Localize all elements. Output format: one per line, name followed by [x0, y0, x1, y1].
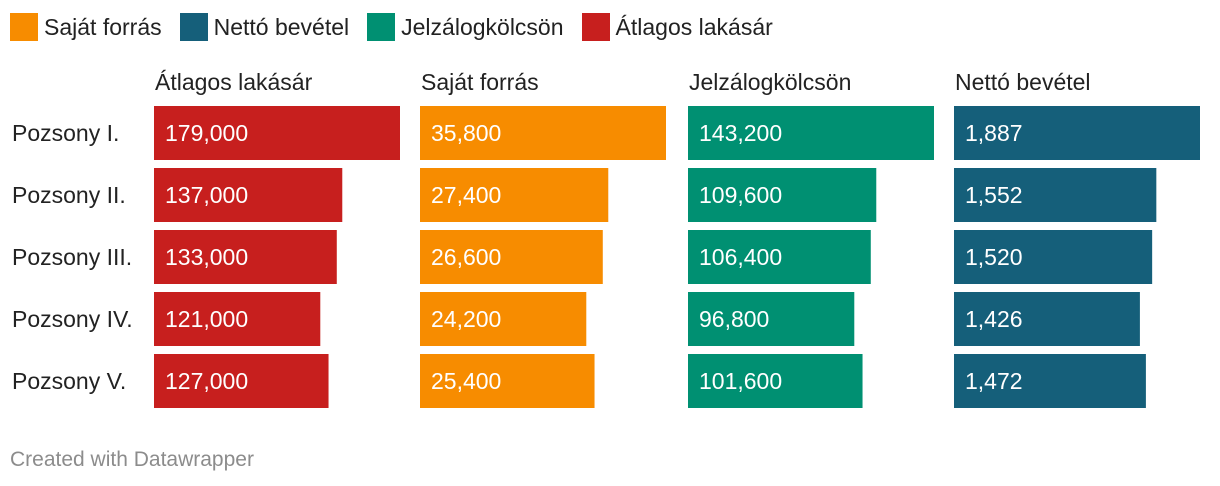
bar-value-label: 143,200: [699, 120, 782, 146]
bar: [420, 106, 666, 160]
bar-value-label: 26,600: [431, 244, 501, 270]
bar: [688, 106, 934, 160]
category-label: Pozsony II.: [12, 182, 126, 208]
legend-item: Átlagos lakásár: [581, 13, 773, 41]
legend-swatch: [367, 13, 396, 41]
panel-title: Saját forrás: [421, 69, 539, 95]
bar-value-label: 1,552: [965, 182, 1023, 208]
category-label: Pozsony V.: [12, 368, 126, 394]
bar-value-label: 101,600: [699, 368, 782, 394]
bar-value-label: 25,400: [431, 368, 501, 394]
bar: [954, 230, 1153, 284]
panel-title: Jelzálogkölcsön: [689, 69, 851, 95]
legend-label: Nettó bevétel: [213, 13, 350, 40]
bar-value-label: 106,400: [699, 244, 782, 270]
category-label: Pozsony III.: [12, 244, 132, 270]
bar: [688, 168, 877, 222]
bar: [954, 292, 1140, 346]
bar: [420, 292, 587, 346]
bar-value-label: 137,000: [165, 182, 248, 208]
bar: [154, 106, 400, 160]
bar: [954, 354, 1146, 408]
panel-title: Átlagos lakásár: [155, 69, 313, 95]
bar: [420, 168, 609, 222]
bar: [154, 168, 343, 222]
bar-value-label: 127,000: [165, 368, 248, 394]
bar-value-label: 109,600: [699, 182, 782, 208]
bar-value-label: 133,000: [165, 244, 248, 270]
bar: [420, 230, 603, 284]
legend-label: Saját forrás: [44, 13, 162, 40]
bar-value-label: 96,800: [699, 306, 769, 332]
bar: [154, 230, 337, 284]
legend-label: Jelzálogkölcsön: [401, 13, 564, 40]
legend-swatch: [179, 13, 208, 41]
legend-swatch: [581, 13, 610, 41]
bar-value-label: 35,800: [431, 120, 501, 146]
bar: [688, 354, 863, 408]
bar-value-label: 121,000: [165, 306, 248, 332]
bar-value-label: 1,520: [965, 244, 1023, 270]
bar: [688, 230, 871, 284]
chart-legend: Saját forrás Nettó bevétel Jelzálogkölcsön…: [10, 11, 791, 43]
chart-area: Pozsony I. Pozsony II. Pozsony III. Pozsony…: [12, 69, 1200, 408]
legend-item: Jelzálogkölcsön: [367, 13, 564, 41]
legend-item: Saját forrás: [10, 13, 162, 41]
category-label: Pozsony IV.: [12, 306, 133, 332]
bar: [420, 354, 595, 408]
legend-swatch: [10, 13, 38, 41]
bar: [954, 106, 1200, 160]
bar: [154, 292, 321, 346]
bar-value-label: 1,472: [965, 368, 1023, 394]
bar: [954, 168, 1157, 222]
credit-footer: Created with Datawrapper: [10, 448, 254, 471]
bar-value-label: 24,200: [431, 306, 501, 332]
bar-value-label: 179,000: [165, 120, 248, 146]
category-label: Pozsony I.: [12, 120, 119, 146]
legend-item: Nettó bevétel: [179, 13, 350, 41]
bar: [688, 292, 855, 346]
bar: [154, 354, 329, 408]
bar-value-label: 27,400: [431, 182, 501, 208]
bar-value-label: 1,887: [965, 120, 1023, 146]
legend-label: Átlagos lakásár: [615, 13, 773, 40]
bar-value-label: 1,426: [965, 306, 1023, 332]
panel-title: Nettó bevétel: [955, 69, 1091, 95]
